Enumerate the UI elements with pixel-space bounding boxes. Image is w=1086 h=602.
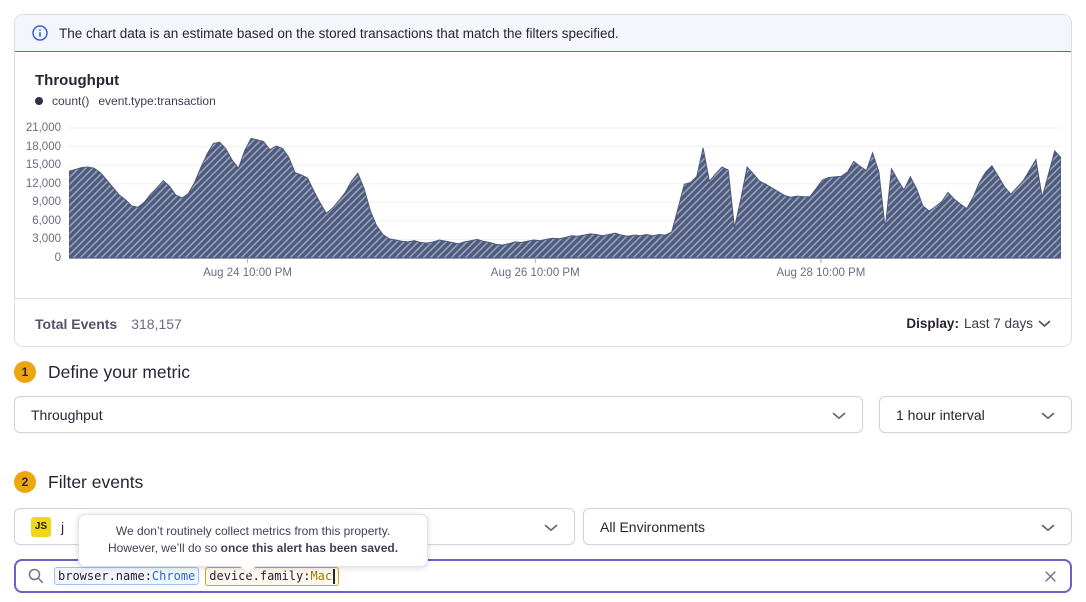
token-value: Chrome	[151, 569, 196, 583]
x-axis-labels: Aug 24 10:00 PM Aug 26 10:00 PM Aug 28 10:…	[69, 267, 1061, 283]
metric-select[interactable]: Throughput	[14, 396, 863, 433]
y-axis-labels: 0 3,000 6,000 9,000 12,000 15,000 18,000 21,000	[15, 122, 63, 264]
chart-footer: Total Events 318,157 Display: Last 7 day…	[15, 298, 1071, 348]
search-token-device-family[interactable]: device.family: Mac	[205, 566, 339, 586]
section-1-title: Define your metric	[48, 361, 190, 382]
banner-text: The chart data is an estimate based on t…	[59, 25, 619, 41]
chevron-down-icon	[832, 407, 846, 423]
x-axis-tick-label: Aug 26 10:00 PM	[490, 267, 580, 279]
display-value: Last 7 days	[963, 316, 1033, 331]
y-axis-tick-label: 3,000	[32, 233, 61, 246]
token-key: device.family:	[209, 569, 311, 583]
token-key: browser.name:	[58, 569, 152, 583]
chevron-down-icon	[544, 519, 558, 535]
step-1-badge: 1	[14, 361, 36, 383]
clear-search-button[interactable]	[1043, 569, 1058, 584]
interval-select[interactable]: 1 hour interval	[879, 396, 1072, 433]
legend-query-label: event.type:transaction	[98, 94, 216, 108]
tooltip-line-2: However, we’ll do so	[107, 541, 221, 556]
display-range-dropdown[interactable]: Display: Last 7 days	[906, 316, 1051, 331]
environment-select[interactable]: All Environments	[583, 508, 1072, 545]
y-axis-tick-label: 15,000	[25, 159, 61, 172]
search-icon	[28, 568, 44, 584]
total-events-value: 318,157	[131, 315, 182, 332]
chart-card: The chart data is an estimate based on t…	[14, 14, 1072, 347]
section-filter-events: 2 Filter events	[14, 471, 143, 493]
x-axis-tick-label: Aug 24 10:00 PM	[203, 267, 292, 279]
y-axis-tick-label: 12,000	[25, 177, 61, 190]
metrics-tooltip: We don’t routinely collect metrics from …	[78, 514, 428, 575]
search-token-browser-name[interactable]: browser.name: Chrome	[54, 567, 200, 585]
text-cursor	[333, 568, 335, 584]
section-2-title: Filter events	[48, 471, 144, 492]
project-select-value: j	[61, 518, 65, 535]
platform-javascript-icon: JS	[31, 516, 51, 537]
section-define-metric: 1 Define your metric	[14, 361, 190, 383]
environment-select-value: All Environments	[600, 518, 706, 535]
tooltip-line-1: We don’t routinely collect metrics from …	[115, 524, 391, 538]
y-axis-tick-label: 0	[54, 252, 61, 264]
interval-select-value: 1 hour interval	[896, 406, 985, 423]
token-value: Mac	[310, 569, 333, 583]
chart-legend: count() event.type:transaction	[35, 94, 216, 108]
chart-title: Throughput	[35, 72, 120, 89]
legend-marker-icon	[35, 97, 43, 105]
y-axis-tick-label: 6,000	[32, 214, 61, 227]
metric-select-value: Throughput	[31, 406, 103, 423]
chevron-down-icon	[1041, 519, 1055, 535]
display-label: Display:	[906, 316, 959, 331]
y-axis-tick-label: 9,000	[32, 196, 61, 209]
info-banner: The chart data is an estimate based on t…	[15, 15, 1071, 52]
info-icon	[32, 25, 48, 41]
y-axis-tick-label: 21,000	[25, 122, 61, 134]
legend-series-label: count()	[52, 94, 90, 108]
tooltip-line-2-bold: once this alert has been saved.	[220, 541, 399, 556]
throughput-chart[interactable]	[68, 122, 1062, 263]
chevron-down-icon	[1041, 407, 1055, 423]
y-axis-tick-label: 18,000	[25, 140, 61, 153]
chevron-down-icon	[1038, 320, 1051, 327]
x-axis-tick-label: Aug 28 10:00 PM	[776, 267, 866, 279]
step-2-badge: 2	[14, 471, 36, 493]
total-events-label: Total Events	[35, 315, 118, 332]
